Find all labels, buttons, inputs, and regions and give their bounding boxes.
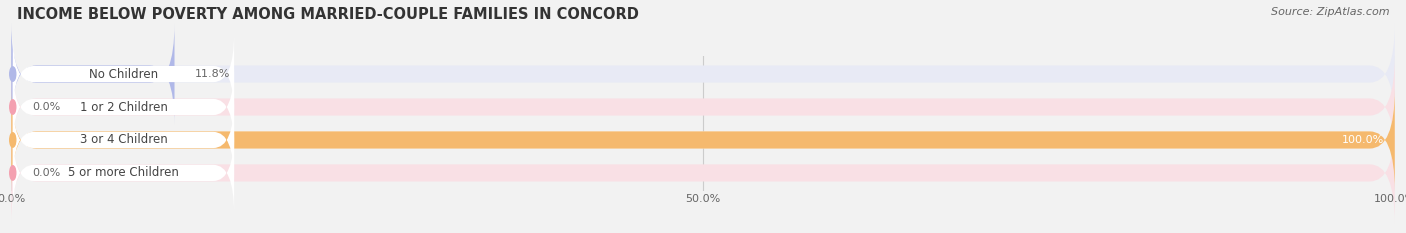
Circle shape xyxy=(10,133,15,147)
FancyBboxPatch shape xyxy=(11,23,1395,125)
Text: 0.0%: 0.0% xyxy=(32,168,60,178)
Text: Source: ZipAtlas.com: Source: ZipAtlas.com xyxy=(1271,7,1389,17)
Text: No Children: No Children xyxy=(89,68,157,81)
FancyBboxPatch shape xyxy=(13,66,235,148)
Text: 100.0%: 100.0% xyxy=(1341,135,1384,145)
FancyBboxPatch shape xyxy=(11,89,1395,191)
FancyBboxPatch shape xyxy=(13,132,235,214)
FancyBboxPatch shape xyxy=(11,122,1395,224)
Circle shape xyxy=(10,166,15,180)
Circle shape xyxy=(10,100,15,114)
FancyBboxPatch shape xyxy=(13,33,235,115)
Circle shape xyxy=(10,67,15,81)
FancyBboxPatch shape xyxy=(13,99,235,181)
Text: 11.8%: 11.8% xyxy=(195,69,231,79)
Text: 0.0%: 0.0% xyxy=(32,102,60,112)
FancyBboxPatch shape xyxy=(11,56,1395,158)
Text: INCOME BELOW POVERTY AMONG MARRIED-COUPLE FAMILIES IN CONCORD: INCOME BELOW POVERTY AMONG MARRIED-COUPL… xyxy=(17,7,638,22)
FancyBboxPatch shape xyxy=(11,89,1395,191)
FancyBboxPatch shape xyxy=(11,23,174,125)
Text: 5 or more Children: 5 or more Children xyxy=(67,166,179,179)
Text: 1 or 2 Children: 1 or 2 Children xyxy=(80,100,167,113)
Text: 3 or 4 Children: 3 or 4 Children xyxy=(80,134,167,147)
